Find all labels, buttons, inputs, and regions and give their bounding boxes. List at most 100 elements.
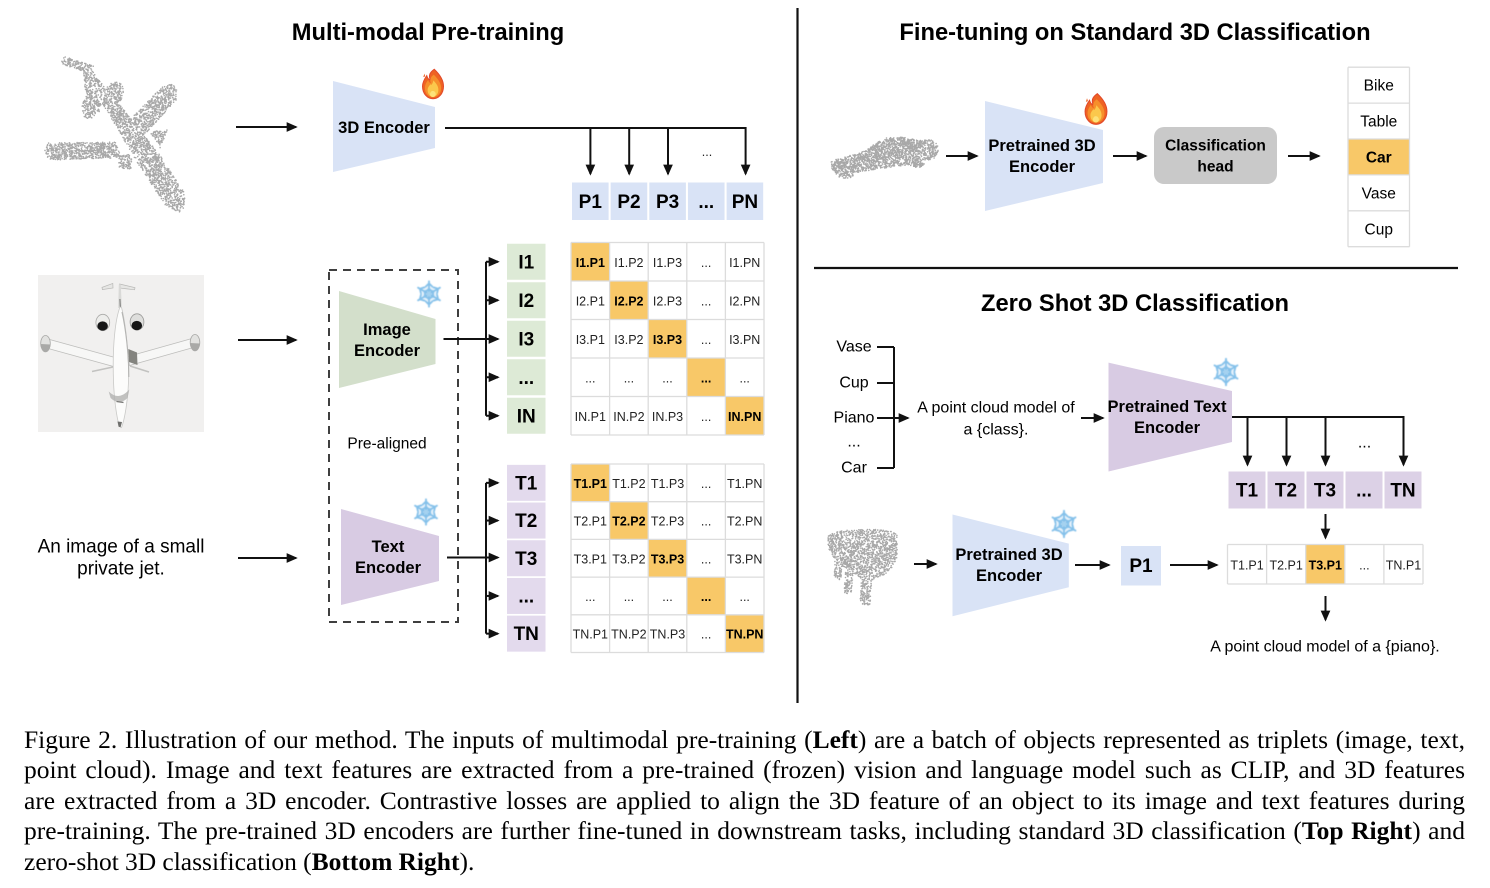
svg-text:...: ... (701, 256, 711, 270)
svg-text:P1: P1 (579, 192, 603, 213)
svg-text:...: ... (1356, 481, 1372, 502)
svg-text:An image of a small: An image of a small (38, 537, 205, 558)
svg-text:P2: P2 (617, 192, 640, 213)
svg-text:Pretrained Text: Pretrained Text (1108, 398, 1227, 416)
svg-text:T3.P1: T3.P1 (574, 552, 607, 566)
svg-text:Encoder: Encoder (355, 559, 422, 577)
svg-text:IN.P3: IN.P3 (652, 410, 683, 424)
svg-text:I2.P1: I2.P1 (576, 294, 605, 308)
svg-text:I3.PN: I3.PN (729, 333, 760, 347)
svg-text:T1.P1: T1.P1 (1230, 558, 1263, 572)
svg-text:Zero Shot 3D Classification: Zero Shot 3D Classification (981, 291, 1289, 317)
svg-text:...: ... (662, 371, 672, 385)
svg-text:P1: P1 (1129, 556, 1153, 577)
svg-text:...: ... (585, 590, 595, 604)
svg-text:T2: T2 (1275, 481, 1297, 502)
svg-text:T2.PN: T2.PN (727, 515, 762, 529)
svg-text:...: ... (701, 294, 711, 308)
svg-text:Image: Image (363, 321, 411, 339)
svg-text:T1.P2: T1.P2 (612, 477, 645, 491)
svg-text:P3: P3 (656, 192, 679, 213)
svg-text:Vase: Vase (1362, 185, 1396, 202)
svg-text:A point cloud model of: A point cloud model of (917, 400, 1075, 417)
svg-text:A point cloud model of a {pian: A point cloud model of a {piano}. (1210, 639, 1440, 656)
svg-text:...: ... (701, 371, 711, 385)
svg-text:I1: I1 (518, 252, 534, 273)
svg-text:Text: Text (372, 538, 405, 556)
svg-text:IN: IN (517, 406, 536, 427)
svg-text:...: ... (518, 586, 534, 607)
svg-text:T2.P3: T2.P3 (651, 515, 684, 529)
svg-text:TN.P2: TN.P2 (611, 628, 646, 642)
svg-text:...: ... (701, 552, 711, 566)
svg-text:I2.P2: I2.P2 (614, 294, 643, 308)
svg-text:Vase: Vase (836, 339, 871, 356)
svg-text:Encoder: Encoder (1009, 158, 1076, 176)
svg-text:T3: T3 (1314, 481, 1336, 502)
svg-text:...: ... (662, 590, 672, 604)
svg-text:I3.P3: I3.P3 (653, 333, 682, 347)
svg-text:head: head (1197, 159, 1233, 176)
svg-text:T1.P1: T1.P1 (574, 477, 607, 491)
svg-text:T1: T1 (515, 473, 538, 494)
svg-text:IN.P1: IN.P1 (575, 410, 606, 424)
svg-text:IN.PN: IN.PN (728, 410, 761, 424)
svg-text:TN.P3: TN.P3 (650, 628, 685, 642)
svg-text:T2.P2: T2.P2 (612, 515, 645, 529)
svg-text:T3: T3 (515, 549, 537, 570)
svg-text:I3.P1: I3.P1 (576, 333, 605, 347)
svg-text:IN.P2: IN.P2 (613, 410, 644, 424)
svg-text:PN: PN (732, 192, 758, 213)
svg-text:TN.PN: TN.PN (726, 628, 764, 642)
svg-text:Encoder: Encoder (976, 567, 1043, 585)
svg-text:Encoder: Encoder (354, 342, 421, 360)
svg-text:T1.PN: T1.PN (727, 477, 762, 491)
svg-text:...: ... (624, 371, 634, 385)
svg-text:...: ... (624, 590, 634, 604)
svg-text:...: ... (701, 628, 711, 642)
svg-text:I1.P1: I1.P1 (576, 256, 605, 270)
svg-text:Table: Table (1360, 114, 1397, 131)
svg-text:Fine-tuning on Standard 3D Cla: Fine-tuning on Standard 3D Classificatio… (899, 20, 1370, 46)
svg-text:...: ... (702, 145, 712, 159)
svg-text:Piano: Piano (834, 410, 875, 427)
svg-text:Bike: Bike (1364, 78, 1394, 95)
svg-text:I2.PN: I2.PN (729, 294, 760, 308)
svg-text:...: ... (701, 515, 711, 529)
svg-text:Cup: Cup (1365, 221, 1393, 238)
svg-text:T3.P3: T3.P3 (651, 552, 684, 566)
svg-text:...: ... (701, 590, 711, 604)
svg-text:TN.P1: TN.P1 (1386, 558, 1421, 572)
svg-text:Pre-aligned: Pre-aligned (347, 436, 426, 453)
svg-text:...: ... (847, 434, 860, 451)
svg-text:T1: T1 (1236, 481, 1259, 502)
svg-text:...: ... (739, 590, 749, 604)
svg-text:Pretrained 3D: Pretrained 3D (988, 137, 1095, 155)
svg-text:...: ... (1359, 558, 1369, 572)
svg-text:...: ... (698, 192, 714, 213)
svg-text:Car: Car (841, 460, 867, 477)
svg-text:TN.P1: TN.P1 (573, 628, 608, 642)
svg-text:...: ... (1358, 435, 1371, 452)
svg-text:I1.P2: I1.P2 (614, 256, 643, 270)
svg-text:a {class}.: a {class}. (964, 422, 1029, 439)
svg-text:T2.P1: T2.P1 (1269, 558, 1302, 572)
svg-text:I3.P2: I3.P2 (614, 333, 643, 347)
svg-text:...: ... (701, 410, 711, 424)
svg-text:I1.P3: I1.P3 (653, 256, 682, 270)
svg-text:Car: Car (1366, 149, 1392, 166)
svg-text:T3.P2: T3.P2 (612, 552, 645, 566)
svg-text:Multi-modal Pre-training: Multi-modal Pre-training (292, 20, 564, 46)
svg-text:TN: TN (514, 624, 539, 645)
svg-text:I1.PN: I1.PN (729, 256, 760, 270)
svg-text:T3.PN: T3.PN (727, 552, 762, 566)
svg-text:3D Encoder: 3D Encoder (338, 119, 430, 137)
svg-text:Encoder: Encoder (1134, 419, 1201, 437)
svg-text:Cup: Cup (839, 375, 868, 392)
svg-text:TN: TN (1390, 481, 1415, 502)
svg-text:...: ... (739, 371, 749, 385)
svg-text:T3.P1: T3.P1 (1309, 558, 1342, 572)
svg-text:I2: I2 (518, 291, 534, 312)
svg-text:T1.P3: T1.P3 (651, 477, 684, 491)
svg-text:...: ... (701, 333, 711, 347)
